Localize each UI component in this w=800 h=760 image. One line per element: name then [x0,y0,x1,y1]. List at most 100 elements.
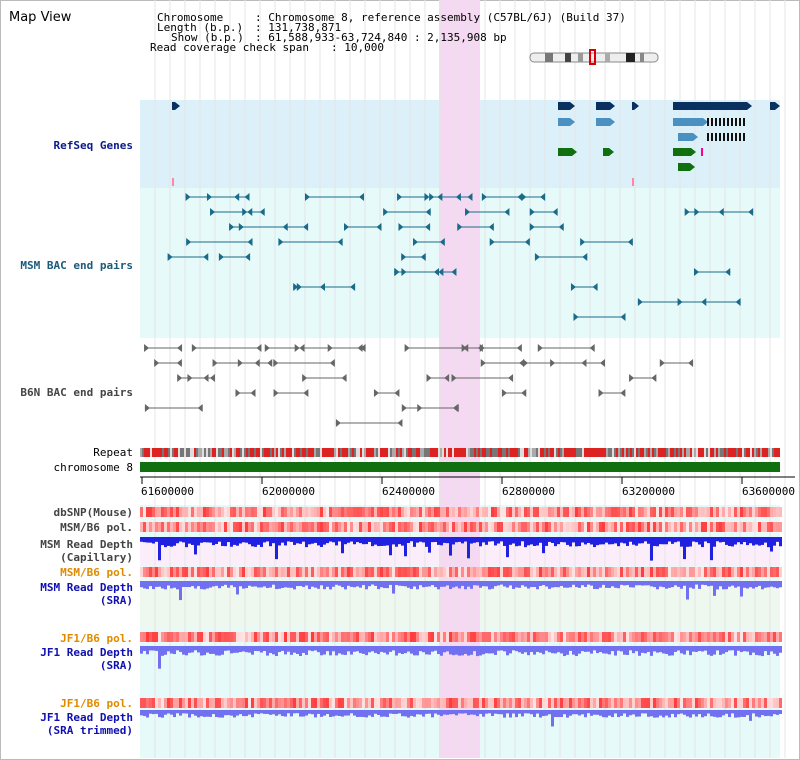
repeat-segment [474,448,476,457]
axis-tick-label: 62400000 [382,485,435,498]
polymorphism-cell [668,522,671,532]
polymorphism-cell [605,632,608,642]
read-depth-bar [356,581,359,587]
read-depth-bar [404,646,407,654]
read-depth-bar [317,537,320,546]
polymorphism-cell [620,698,623,708]
polymorphism-cell [533,632,536,642]
polymorphism-cell [284,507,287,517]
read-depth-bar [776,537,779,542]
polymorphism-cell [626,567,629,577]
polymorphism-cell [617,522,620,532]
polymorphism-cell [332,698,335,708]
repeat-segment [774,448,776,457]
repeat-segment [710,448,712,457]
polymorphism-cell [260,522,263,532]
read-depth-bar [425,710,428,714]
polymorphism-cell [614,698,617,708]
read-depth-bar [398,710,401,714]
polymorphism-cell [386,507,389,517]
polymorphism-cell [539,522,542,532]
read-depth-bar [161,581,164,589]
read-depth-bar [581,581,584,586]
ideogram-band [640,53,644,62]
read-depth-bar [368,581,371,587]
polymorphism-cell [458,507,461,517]
polymorphism-cell [728,567,731,577]
read-depth-bar [623,581,626,586]
polymorphism-cell [497,567,500,577]
read-depth-bar [197,537,200,546]
bac-end [376,223,382,231]
polymorphism-cell [581,507,584,517]
polymorphism-cell [164,522,167,532]
read-depth-bar [686,537,689,547]
read-depth-bar [398,581,401,586]
polymorphism-cell [548,522,551,532]
polymorphism-cell [470,522,473,532]
polymorphism-cell [557,567,560,577]
repeat-segment [690,448,692,457]
polymorphism-cell [539,567,542,577]
polymorphism-cell [146,567,149,577]
polymorphism-cell [713,698,716,708]
read-depth-bar [305,646,308,655]
polymorphism-cell [728,507,731,517]
polymorphism-cell [686,507,689,517]
polymorphism-cell [656,698,659,708]
polymorphism-cell [722,507,725,517]
polymorphism-cell [146,632,149,642]
polymorphism-cell [686,632,689,642]
polymorphism-cell [719,507,722,517]
polymorphism-cell [779,567,782,577]
bac-end [293,283,299,291]
repeat-segment [352,448,354,457]
bac-end [629,374,635,382]
read-depth-bar [491,581,494,589]
read-depth-bar [287,710,290,714]
track-label-refseq[interactable]: RefSeq Genes [53,139,133,152]
track-label-msm-bac[interactable]: MSM BAC end pairs [20,259,133,272]
read-depth-bar [680,710,683,714]
read-depth-bar [305,710,308,716]
polymorphism-cell [302,698,305,708]
read-depth-bar [416,646,419,656]
polymorphism-cell [686,698,689,708]
repeat-segment [366,448,368,457]
repeat-segment [476,448,478,457]
repeat-segment [272,448,274,457]
repeat-segment [612,448,614,457]
read-depth-bar [374,710,377,714]
read-depth-bar [242,537,245,543]
polymorphism-cell [503,698,506,708]
read-depth-bar [767,537,770,548]
polymorphism-cell [773,567,776,577]
read-depth-bar [374,646,377,653]
read-depth-bar [746,581,749,589]
polymorphism-cell [275,522,278,532]
polymorphism-cell [632,698,635,708]
read-depth-bar [746,710,749,716]
polymorphism-cell [392,632,395,642]
bac-end [303,389,309,397]
polymorphism-cell [332,567,335,577]
read-depth-bar [620,646,623,652]
polymorphism-cell [266,567,269,577]
read-depth-bar [569,646,572,651]
read-depth-bar [503,646,506,652]
polymorphism-cell [509,522,512,532]
exon-mark [707,118,709,126]
read-depth-bar [326,581,329,587]
read-depth-bar [686,646,689,651]
polymorphism-cell [764,507,767,517]
read-depth-bar [722,710,725,716]
polymorphism-cell [461,698,464,708]
polymorphism-cell [554,698,557,708]
repeat-segment [514,448,516,457]
polymorphism-cell [185,507,188,517]
track-label-b6n-bac[interactable]: B6N BAC end pairs [20,386,133,399]
read-depth-bar [155,646,158,651]
track-label-jf1-read-trim-2: (SRA trimmed) [46,724,133,737]
read-depth-bar [221,581,224,587]
